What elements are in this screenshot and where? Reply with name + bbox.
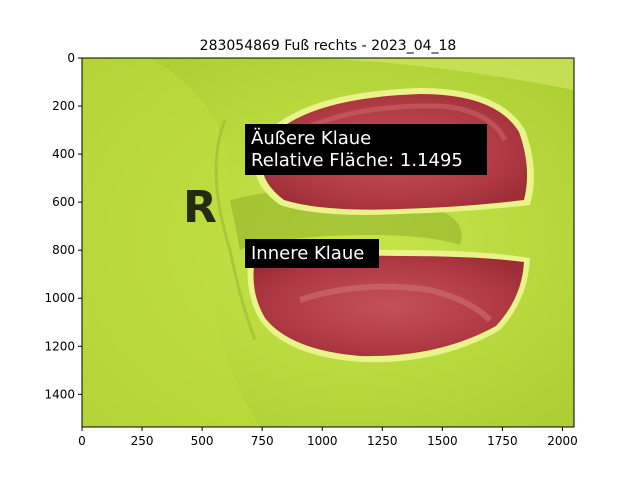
y-tick-label: 200 (52, 99, 75, 113)
y-axis: 0 200 400 600 800 1000 1200 1400 (44, 51, 82, 401)
outer-claw-annotation: Äußere Klaue Relative Fläche: 1.1495 (245, 124, 487, 175)
inner-claw-label-box (245, 239, 379, 268)
x-axis: 0 250 500 750 1000 1250 1500 1750 2000 (78, 427, 578, 448)
outer-claw-label-box (245, 124, 487, 175)
x-tick-label: 1750 (487, 434, 518, 448)
figure-title: 283054869 Fuß rechts - 2023_04_18 (200, 38, 457, 54)
inner-claw (253, 255, 524, 357)
x-tick-label: 1500 (427, 434, 458, 448)
x-tick-label: 0 (78, 434, 86, 448)
y-tick-label: 0 (67, 51, 75, 65)
x-tick-label: 1250 (367, 434, 398, 448)
y-tick-label: 800 (52, 243, 75, 257)
y-tick-label: 400 (52, 147, 75, 161)
x-tick-label: 750 (251, 434, 274, 448)
y-tick-label: 1200 (44, 339, 75, 353)
inner-claw-label: Innere Klaue (251, 243, 364, 264)
outer-claw-area: Relative Fläche: 1.1495 (251, 150, 463, 171)
x-tick-label: 250 (131, 434, 154, 448)
x-tick-label: 1000 (307, 434, 338, 448)
y-tick-label: 1400 (44, 387, 75, 401)
fabric-highlight (300, 58, 574, 90)
fabric-seam (214, 119, 257, 341)
x-tick-label: 500 (191, 434, 214, 448)
fabric-marking: R (183, 182, 217, 233)
inner-claw-texture (299, 283, 493, 323)
outer-claw-texture (299, 103, 508, 142)
photo: R (82, 58, 574, 427)
axes-frame (81, 57, 575, 428)
y-tick-label: 600 (52, 195, 75, 209)
inner-claw-annotation: Innere Klaue (245, 239, 379, 268)
x-tick-label: 2000 (547, 434, 578, 448)
y-tick-label: 1000 (44, 291, 75, 305)
outer-claw-label: Äußere Klaue (251, 128, 371, 149)
fabric-fold (82, 58, 260, 427)
